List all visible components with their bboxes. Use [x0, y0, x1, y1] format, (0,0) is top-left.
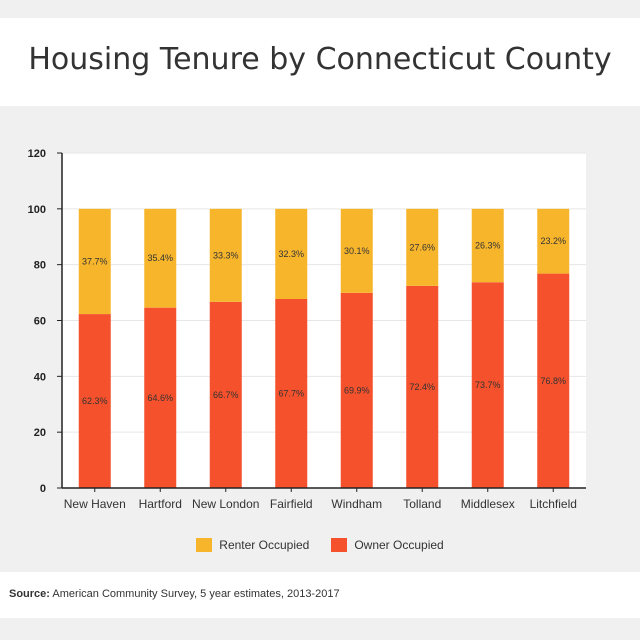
source-note: Source: American Community Survey, 5 yea… [9, 588, 340, 600]
x-tick-label: Fairfield [270, 497, 313, 511]
x-tick-label: Tolland [403, 497, 441, 511]
source-label: Source: [9, 588, 50, 600]
bar-owner-occupied[interactable] [275, 299, 308, 488]
source-card [0, 572, 640, 618]
x-tick-label: Middlesex [461, 497, 515, 511]
legend-swatch-owner [331, 538, 348, 552]
bar-renter-occupied[interactable] [78, 208, 111, 315]
data-label-owner: 72.4% [409, 382, 435, 392]
legend: Renter Occupied Owner Occupied [0, 538, 640, 552]
stacked-bar-chart: 0 20 40 60 80 100 120 62.3% 37.7% New Haven 64.6% 3… [28, 148, 586, 511]
bar-owner-occupied[interactable] [406, 285, 439, 488]
bar-owner-occupied[interactable] [537, 273, 570, 488]
bar-renter-occupied[interactable] [275, 208, 308, 300]
data-label-owner: 76.8% [540, 376, 566, 386]
bar-owner-occupied[interactable] [78, 314, 111, 488]
data-label-renter: 33.3% [213, 250, 239, 260]
y-tick-label: 40 [34, 371, 46, 383]
data-label-owner: 73.7% [475, 380, 501, 390]
legend-item-renter[interactable]: Renter Occupied [196, 538, 309, 552]
bar-renter-occupied[interactable] [144, 208, 177, 308]
y-tick-label: 60 [34, 316, 46, 328]
bar-renter-occupied[interactable] [406, 208, 439, 286]
x-tick-label: Windham [331, 497, 382, 511]
x-tick-label: Hartford [139, 497, 182, 511]
x-tick-label: Litchfield [530, 497, 577, 511]
bar-owner-occupied[interactable] [209, 301, 242, 488]
data-label-owner: 66.7% [213, 390, 239, 400]
chart-title: Housing Tenure by Connecticut County [28, 42, 612, 77]
x-tick-label: New Haven [64, 497, 126, 511]
title-card [0, 18, 640, 106]
data-label-owner: 69.9% [344, 385, 370, 395]
bar-renter-occupied[interactable] [340, 208, 373, 293]
data-label-owner: 64.6% [147, 393, 173, 403]
data-label-renter: 37.7% [82, 256, 108, 266]
data-label-owner: 67.7% [278, 389, 304, 399]
y-tick-label: 100 [28, 204, 46, 216]
y-tick-label: 80 [34, 260, 46, 272]
bar-renter-occupied[interactable] [471, 208, 504, 283]
data-label-renter: 27.6% [409, 242, 435, 252]
bar-renter-occupied[interactable] [209, 208, 242, 302]
legend-label-owner: Owner Occupied [354, 538, 444, 552]
legend-label-renter: Renter Occupied [219, 538, 310, 552]
bar-renter-occupied[interactable] [537, 208, 570, 274]
data-label-renter: 30.1% [344, 246, 370, 256]
data-label-renter: 35.4% [147, 253, 173, 263]
bar-owner-occupied[interactable] [471, 282, 504, 488]
data-label-renter: 23.2% [540, 236, 566, 246]
bar-owner-occupied[interactable] [144, 307, 177, 488]
legend-swatch-renter [196, 538, 213, 552]
y-tick-label: 0 [40, 483, 46, 495]
data-label-renter: 32.3% [278, 249, 304, 259]
data-label-renter: 26.3% [475, 241, 501, 251]
legend-item-owner[interactable]: Owner Occupied [331, 538, 444, 552]
bar-owner-occupied[interactable] [340, 292, 373, 488]
source-text: American Community Survey, 5 year estima… [52, 588, 340, 600]
y-tick-label: 120 [28, 148, 46, 160]
y-tick-label: 20 [34, 427, 46, 439]
data-label-owner: 62.3% [82, 396, 108, 406]
x-tick-label: New London [192, 497, 259, 511]
